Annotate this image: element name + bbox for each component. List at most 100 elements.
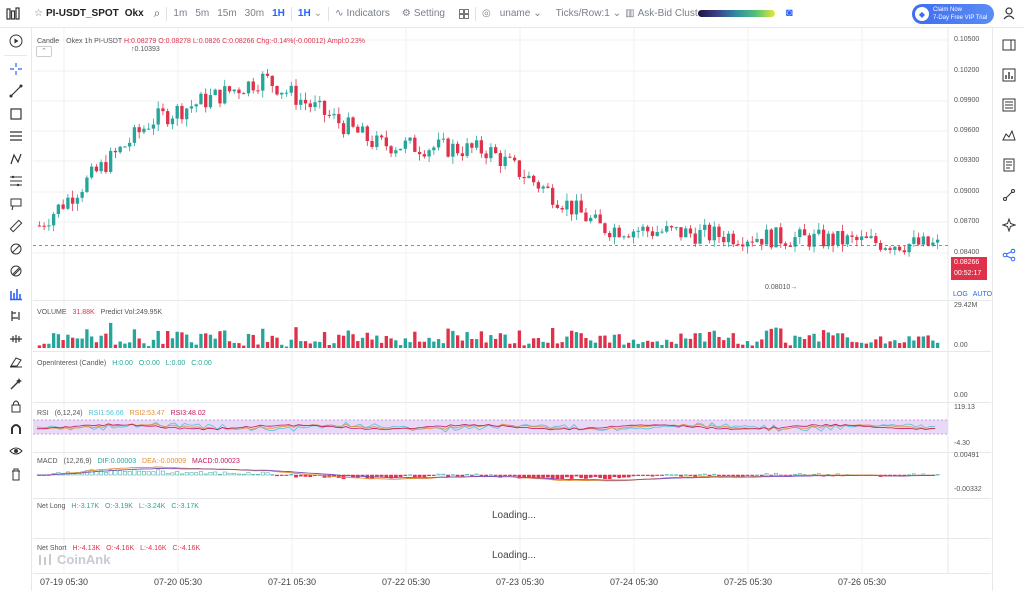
current-price-tag: 0.08266 00:52:17 — [951, 257, 987, 280]
ruler-icon[interactable] — [0, 215, 32, 238]
chart-area[interactable]: Candle Okex 1h PI-USDT H:0.08279 O:0.082… — [33, 28, 993, 591]
chevron-down-icon: ⌄ — [533, 8, 542, 19]
rectangle-icon[interactable] — [0, 103, 32, 126]
volume-bar — [688, 338, 693, 348]
interval-1m[interactable]: 1m — [173, 8, 188, 19]
volume-pane-name: VOLUME — [37, 309, 67, 316]
candle-body — [636, 230, 640, 232]
trash-icon[interactable] — [0, 463, 32, 486]
indicators-button[interactable]: ∿ Indicators — [335, 8, 390, 19]
orderflow-icon[interactable] — [0, 305, 32, 328]
chart-canvas[interactable] — [33, 28, 991, 591]
exchange-name[interactable]: Okx — [124, 8, 144, 19]
sparkle-icon[interactable] — [993, 210, 1024, 240]
visibility-icon[interactable] — [0, 440, 32, 463]
volume-bar — [460, 340, 465, 348]
candle-body — [66, 197, 70, 209]
volume-bar — [175, 331, 179, 348]
candle-body — [413, 137, 417, 152]
lock-icon[interactable] — [0, 395, 32, 418]
candle-body — [332, 114, 336, 116]
magnet-icon[interactable] — [0, 418, 32, 441]
volume-bar — [788, 345, 792, 348]
ticks-row-selector[interactable]: Ticks/Row:1 ⌄ — [556, 8, 621, 19]
candle-body — [655, 232, 659, 236]
candle-body — [132, 127, 137, 143]
camera-icon[interactable]: ◙ — [786, 7, 793, 19]
pattern-icon[interactable] — [0, 148, 32, 171]
volume-profile-icon[interactable] — [0, 283, 32, 306]
macd-bar — [161, 470, 165, 476]
candle-body — [104, 162, 108, 172]
candle-body — [422, 154, 427, 157]
net-long-low: L:-3.24K — [138, 503, 166, 510]
macd-bar — [764, 473, 769, 476]
list-icon[interactable] — [993, 90, 1024, 120]
candle-body — [204, 93, 208, 108]
interval-15m[interactable]: 15m — [217, 8, 237, 19]
volume-bar — [436, 339, 441, 348]
share-icon[interactable] — [993, 240, 1024, 270]
horizontal-lines-icon[interactable] — [0, 125, 32, 148]
heatmap-color-scale[interactable] — [698, 10, 775, 17]
bar-chart-icon[interactable] — [993, 60, 1024, 90]
volume-bar — [294, 327, 298, 348]
search-icon[interactable]: ⌕ — [153, 6, 161, 20]
log-scale-button[interactable]: LOG — [953, 291, 968, 298]
crosshair-icon[interactable] — [0, 58, 32, 81]
magic-icon[interactable] — [0, 373, 32, 396]
grid-layout-icon[interactable] — [458, 8, 469, 19]
candle-body — [89, 166, 94, 178]
interval-5m[interactable]: 5m — [195, 8, 210, 19]
candle-body — [674, 227, 678, 229]
panel-toggle-icon[interactable] — [993, 30, 1024, 60]
candle-body — [840, 231, 845, 245]
interval-1H[interactable]: 1H — [272, 8, 285, 19]
favorite-star-icon[interactable]: ☆ — [34, 8, 43, 19]
candle-body — [208, 95, 213, 108]
volume-bar — [237, 343, 241, 348]
volume-bar — [650, 341, 655, 348]
document-icon[interactable] — [993, 150, 1024, 180]
candle-pane-title: Okex 1h PI-USDT — [66, 38, 123, 45]
candle-body — [608, 232, 612, 238]
interval-dropdown[interactable]: 1H — [297, 8, 311, 19]
macd-bar — [755, 474, 759, 476]
chart-layout-icon[interactable] — [0, 6, 26, 21]
brush-icon[interactable] — [0, 193, 32, 216]
candle-body — [859, 236, 864, 241]
cluster-label: Ask-Bid Cluster — [637, 8, 707, 19]
volume-bar — [641, 342, 645, 348]
depth-chart-icon[interactable] — [993, 120, 1024, 150]
play-icon[interactable] — [0, 30, 32, 53]
uname-selector[interactable]: ◎ uname ⌄ — [482, 8, 542, 19]
symbol-name[interactable]: PI-USDT_SPOT — [45, 8, 119, 19]
volume-bar — [246, 333, 251, 348]
volume-bar — [798, 336, 802, 348]
gear-icon: ⚙ — [401, 8, 411, 19]
collapse-legend-button[interactable]: ⌃ — [36, 46, 52, 57]
volume-bar — [570, 330, 574, 348]
setting-button[interactable]: ⚙ Setting — [402, 8, 445, 19]
volume-legend: VOLUME 31.88K Predict Vol:249.95K — [37, 309, 162, 316]
eraser-icon[interactable] — [0, 350, 32, 373]
chevron-down-icon[interactable]: ⌄ — [313, 8, 323, 19]
auto-scale-button[interactable]: AUTO — [972, 291, 993, 298]
net-long-close: C:-3.17K — [171, 503, 199, 510]
macd-bar — [565, 474, 569, 478]
vip-promo-button[interactable]: ◆ Claim Now 7-Day Free VIP Trial — [912, 4, 994, 24]
trend-line-icon[interactable] — [0, 80, 32, 103]
fib-icon[interactable] — [0, 170, 32, 193]
scale-icon[interactable] — [0, 328, 32, 351]
user-icon[interactable] — [1003, 7, 1015, 23]
candle-body — [774, 227, 778, 248]
candle-body — [684, 228, 688, 238]
macd-bar — [275, 474, 279, 477]
zoom-icon[interactable] — [0, 260, 32, 283]
interval-30m[interactable]: 30m — [244, 8, 265, 19]
macd-bar — [146, 471, 151, 476]
candle-body — [470, 143, 474, 148]
volume-bar — [356, 341, 360, 348]
measure-icon[interactable] — [0, 238, 32, 261]
nodes-icon[interactable] — [993, 180, 1024, 210]
